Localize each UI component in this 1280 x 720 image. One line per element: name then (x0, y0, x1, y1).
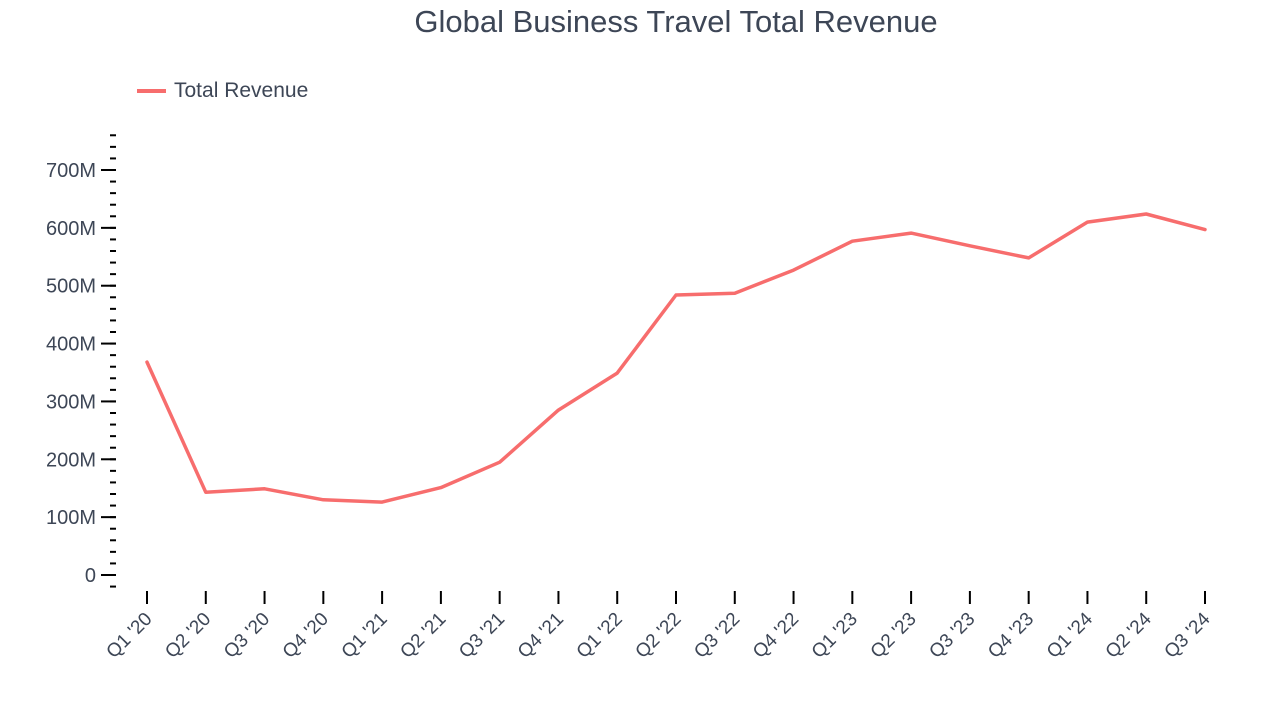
x-tick-label: Q4 '22 (749, 609, 803, 663)
legend-label: Total Revenue (174, 79, 309, 102)
x-tick-label: Q4 '21 (514, 609, 568, 663)
x-tick-label: Q1 '21 (338, 609, 392, 663)
legend: Total Revenue (137, 79, 308, 103)
x-tick-label: Q1 '20 (103, 609, 157, 663)
x-tick-label: Q2 '22 (632, 609, 686, 663)
x-tick-label: Q3 '24 (1161, 608, 1215, 662)
x-tick-label: Q3 '23 (925, 609, 979, 663)
y-tick-label: 0 (85, 565, 96, 587)
y-tick-label: 700M (46, 160, 96, 182)
legend-line-swatch (137, 89, 166, 93)
x-tick-label: Q1 '24 (1043, 608, 1097, 662)
x-tick-label: Q3 '21 (455, 609, 509, 663)
revenue-line (145, 212, 1207, 504)
x-tick-label: Q2 '24 (1102, 608, 1156, 662)
x-tick-label: Q1 '22 (573, 609, 627, 663)
y-axis: 0 100M 200M 300M 400M 500M 600M 700M (46, 134, 116, 588)
x-tick-label: Q4 '20 (279, 609, 333, 663)
x-tick-label: Q2 '23 (867, 609, 921, 663)
y-tick-label: 300M (46, 391, 96, 413)
x-tick-label: Q1 '23 (808, 609, 862, 663)
chart-title: Global Business Travel Total Revenue (414, 4, 938, 39)
x-tick-label: Q2 '20 (161, 609, 215, 663)
y-tick-label: 600M (46, 218, 96, 240)
y-tick-label: 200M (46, 449, 96, 471)
y-tick-label: 400M (46, 334, 96, 356)
x-tick-label: Q3 '22 (690, 609, 744, 663)
y-tick-label: 500M (46, 276, 96, 298)
y-tick-label: 100M (46, 507, 96, 529)
series-total-revenue (145, 212, 1207, 504)
x-tick-label: Q2 '21 (396, 609, 450, 663)
x-tick-label: Q4 '23 (984, 609, 1038, 663)
x-axis: Q1 '20 Q2 '20 Q3 '20 Q4 '20 Q1 '21 Q2 '21 Q3 '… (103, 591, 1215, 663)
x-tick-label: Q3 '20 (220, 609, 274, 663)
